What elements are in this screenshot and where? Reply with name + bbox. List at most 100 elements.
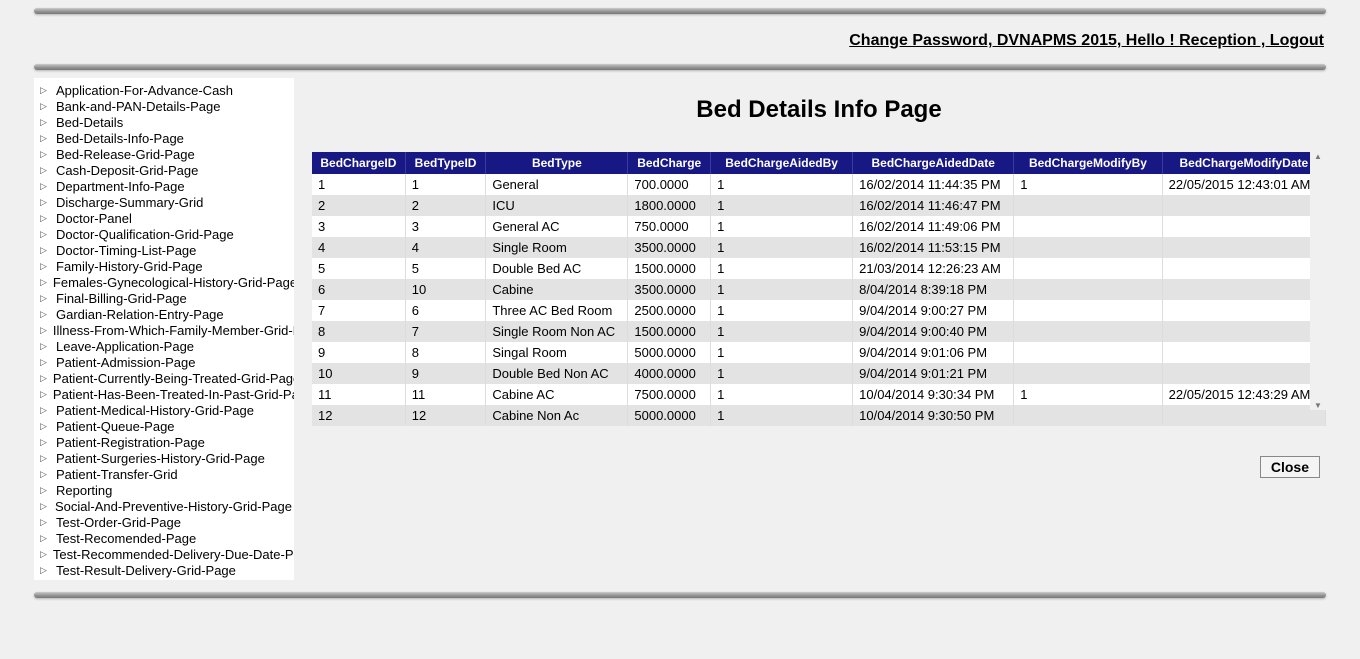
sidebar-item[interactable]: ▷Patient-Transfer-Grid	[40, 466, 292, 482]
tree-expand-icon[interactable]: ▷	[40, 549, 47, 560]
sidebar-item[interactable]: ▷Test-Order-Grid-Page	[40, 514, 292, 530]
tree-expand-icon[interactable]: ▷	[40, 149, 50, 160]
sidebar-item[interactable]: ▷ Discharge-Summary-Grid	[40, 194, 292, 210]
sidebar-item[interactable]: ▷Test-Result-Delivery-Grid-Page	[40, 562, 292, 578]
column-header[interactable]: BedCharge	[628, 152, 711, 174]
sidebar-item[interactable]: ▷Bank-and-PAN-Details-Page	[40, 98, 292, 114]
sidebar-item[interactable]: ▷Test-Recomended-Page	[40, 530, 292, 546]
table-cell: 3500.0000	[628, 279, 711, 300]
tree-expand-icon[interactable]: ▷	[40, 293, 50, 304]
tree-expand-icon[interactable]: ▷	[40, 453, 50, 464]
table-row[interactable]: 109Double Bed Non AC4000.000019/04/2014 …	[312, 363, 1326, 384]
tree-expand-icon[interactable]: ▷	[40, 197, 50, 208]
table-row[interactable]: 55Double Bed AC1500.0000121/03/2014 12:2…	[312, 258, 1326, 279]
column-header[interactable]: BedChargeID	[312, 152, 405, 174]
table-row[interactable]: 33General AC750.0000116/02/2014 11:49:06…	[312, 216, 1326, 237]
sidebar-item-label: Doctor-Timing-List-Page	[56, 243, 196, 258]
table-row[interactable]: 98Singal Room5000.000019/04/2014 9:01:06…	[312, 342, 1326, 363]
tree-expand-icon[interactable]: ▷	[40, 213, 50, 224]
table-row[interactable]: 87Single Room Non AC1500.000019/04/2014 …	[312, 321, 1326, 342]
sidebar-item[interactable]: ▷Illness-From-Which-Family-Member-Grid-P…	[40, 322, 292, 338]
sidebar-item[interactable]: ▷Department-Info-Page	[40, 178, 292, 194]
tree-expand-icon[interactable]: ▷	[40, 565, 50, 576]
tree-expand-icon[interactable]: ▷	[40, 101, 50, 112]
sidebar-item[interactable]: ▷ Patient-Registration-Page	[40, 434, 292, 450]
column-header[interactable]: BedChargeAidedBy	[711, 152, 853, 174]
sidebar-item[interactable]: ▷Patient-Queue-Page	[40, 418, 292, 434]
tree-expand-icon[interactable]: ▷	[40, 421, 50, 432]
table-row[interactable]: 1111Cabine AC7500.0000110/04/2014 9:30:3…	[312, 384, 1326, 405]
column-header[interactable]: BedChargeModifyBy	[1014, 152, 1162, 174]
tree-expand-icon[interactable]: ▷	[40, 485, 50, 496]
tree-expand-icon[interactable]: ▷	[40, 133, 50, 144]
table-cell	[1014, 300, 1162, 321]
sidebar-item[interactable]: ▷Reporting	[40, 482, 292, 498]
sidebar-item[interactable]: ▷Patient-Has-Been-Treated-In-Past-Grid-P…	[40, 386, 292, 402]
sidebar-item-label: Patient-Registration-Page	[56, 435, 205, 450]
column-header[interactable]: BedChargeModifyDate	[1162, 152, 1325, 174]
tree-expand-icon[interactable]: ▷	[40, 437, 50, 448]
tree-expand-icon[interactable]: ▷	[40, 277, 47, 288]
tree-expand-icon[interactable]: ▷	[40, 309, 50, 320]
table-row[interactable]: 1212Cabine Non Ac5000.0000110/04/2014 9:…	[312, 405, 1326, 426]
sidebar-item[interactable]: ▷Cash-Deposit-Grid-Page	[40, 162, 292, 178]
sidebar-item[interactable]: ▷Leave-Application-Page	[40, 338, 292, 354]
column-header[interactable]: BedType	[486, 152, 628, 174]
tree-expand-icon[interactable]: ▷	[40, 325, 47, 336]
grid-vertical-scrollbar[interactable]: ▲ ▼	[1310, 152, 1326, 410]
sidebar-item[interactable]: ▷Bed-Release-Grid-Page	[40, 146, 292, 162]
table-row[interactable]: 11General700.0000116/02/2014 11:44:35 PM…	[312, 174, 1326, 195]
sidebar-item[interactable]: ▷Patient-Currently-Being-Treated-Grid-Pa…	[40, 370, 292, 386]
scroll-down-icon[interactable]: ▼	[1314, 401, 1322, 410]
tree-expand-icon[interactable]: ▷	[40, 357, 50, 368]
tree-expand-icon[interactable]: ▷	[40, 229, 50, 240]
tree-expand-icon[interactable]: ▷	[40, 165, 50, 176]
sidebar-item[interactable]: ▷Doctor-Panel	[40, 210, 292, 226]
tree-expand-icon[interactable]: ▷	[40, 341, 50, 352]
sidebar-item[interactable]: ▷Application-For-Advance-Cash	[40, 82, 292, 98]
table-row[interactable]: 22ICU1800.0000116/02/2014 11:46:47 PM	[312, 195, 1326, 216]
sidebar-item[interactable]: ▷Final-Billing-Grid-Page	[40, 290, 292, 306]
tree-expand-icon[interactable]: ▷	[40, 181, 50, 192]
close-button[interactable]: Close	[1260, 456, 1320, 478]
column-header[interactable]: BedChargeAidedDate	[853, 152, 1014, 174]
sidebar-item[interactable]: ▷Gardian-Relation-Entry-Page	[40, 306, 292, 322]
sidebar-item-label: Discharge-Summary-Grid	[56, 195, 203, 210]
bed-details-grid[interactable]: BedChargeIDBedTypeIDBedTypeBedChargeBedC…	[312, 152, 1326, 426]
sidebar-item[interactable]: ▷Bed-Details	[40, 114, 292, 130]
table-cell: 5	[405, 258, 486, 279]
sidebar-item[interactable]: ▷ Doctor-Timing-List-Page	[40, 242, 292, 258]
tree-expand-icon[interactable]: ▷	[40, 373, 47, 384]
tree-expand-icon[interactable]: ▷	[40, 501, 49, 512]
tree-expand-icon[interactable]: ▷	[40, 517, 50, 528]
table-cell: 21/03/2014 12:26:23 AM	[853, 258, 1014, 279]
sidebar-item[interactable]: ▷Social-And-Preventive-History-Grid-Page	[40, 498, 292, 514]
table-cell: 11	[405, 384, 486, 405]
sidebar-item[interactable]: ▷Family-History-Grid-Page	[40, 258, 292, 274]
tree-expand-icon[interactable]: ▷	[40, 469, 50, 480]
sidebar-item[interactable]: ▷Doctor-Qualification-Grid-Page	[40, 226, 292, 242]
sidebar-item-label: Bed-Details-Info-Page	[56, 131, 184, 146]
sidebar-item[interactable]: ▷Patient-Surgeries-History-Grid-Page	[40, 450, 292, 466]
tree-expand-icon[interactable]: ▷	[40, 85, 50, 96]
tree-expand-icon[interactable]: ▷	[40, 533, 50, 544]
sidebar-item[interactable]: ▷Test-Recommended-Delivery-Due-Date-Page	[40, 546, 292, 562]
sidebar-item[interactable]: ▷Patient-Medical-History-Grid-Page	[40, 402, 292, 418]
column-header[interactable]: BedTypeID	[405, 152, 486, 174]
tree-expand-icon[interactable]: ▷	[40, 261, 50, 272]
table-row[interactable]: 44Single Room3500.0000116/02/2014 11:53:…	[312, 237, 1326, 258]
tree-expand-icon[interactable]: ▷	[40, 245, 50, 256]
table-row[interactable]: 76Three AC Bed Room2500.000019/04/2014 9…	[312, 300, 1326, 321]
tree-expand-icon[interactable]: ▷	[40, 405, 50, 416]
sidebar-item[interactable]: ▷Females-Gynecological-History-Grid-Page	[40, 274, 292, 290]
sidebar-item[interactable]: ▷ Bed-Details-Info-Page	[40, 130, 292, 146]
tree-expand-icon[interactable]: ▷	[40, 117, 50, 128]
sidebar-item-label: Patient-Admission-Page	[56, 355, 195, 370]
table-row[interactable]: 610Cabine3500.000018/04/2014 8:39:18 PM	[312, 279, 1326, 300]
scroll-up-icon[interactable]: ▲	[1314, 152, 1322, 161]
sidebar-item[interactable]: ▷ Patient-Admission-Page	[40, 354, 292, 370]
sidebar-tree[interactable]: ▷Application-For-Advance-Cash▷Bank-and-P…	[34, 78, 294, 580]
tree-expand-icon[interactable]: ▷	[40, 389, 47, 400]
header-link-group[interactable]: Change Password, DVNAPMS 2015, Hello ! R…	[849, 32, 1324, 49]
table-cell	[1162, 363, 1325, 384]
